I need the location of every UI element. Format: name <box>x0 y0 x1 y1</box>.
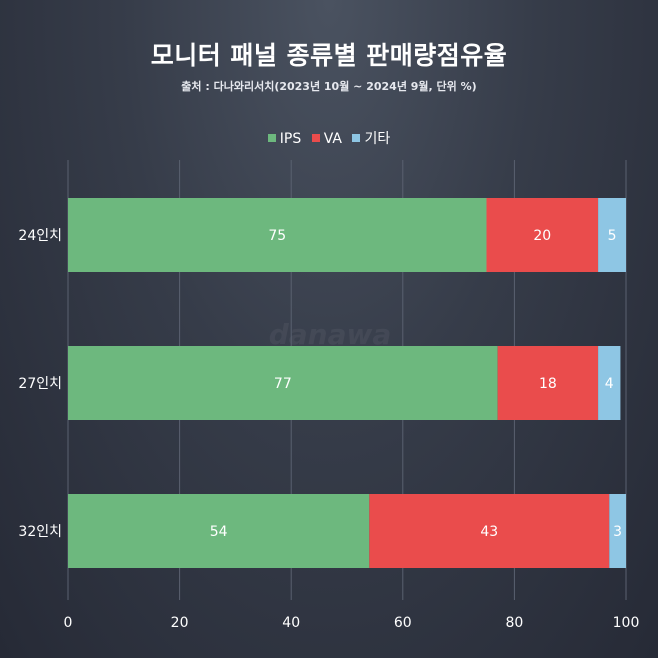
data-label: 43 <box>480 524 498 540</box>
y-category-label: 32인치 <box>18 524 62 540</box>
x-tick-label: 60 <box>394 615 412 631</box>
legend-item-ips: IPS <box>267 131 302 147</box>
data-label: 75 <box>268 228 286 244</box>
x-tick-label: 100 <box>613 615 640 631</box>
legend-swatch-ips <box>267 134 276 142</box>
x-tick-label: 40 <box>282 615 300 631</box>
bar-segment <box>369 494 610 568</box>
legend-item-va: VA <box>311 131 342 147</box>
legend-swatch-va <box>311 134 320 142</box>
bar-segment <box>497 346 599 420</box>
data-label: 20 <box>533 228 551 244</box>
bar-segment <box>609 494 626 568</box>
data-label: 54 <box>210 524 228 540</box>
data-label: 77 <box>274 376 292 392</box>
legend-swatch-other <box>352 134 361 142</box>
y-category-label: 24인치 <box>18 228 62 244</box>
bar-segment <box>486 198 599 272</box>
x-tick-label: 80 <box>505 615 523 631</box>
chart-subtitle: 출처 : 다나와리서치(2023년 10월 ~ 2024년 9월, 단위 %) <box>181 80 477 93</box>
data-label: 18 <box>539 376 557 392</box>
legend-label-va: VA <box>323 131 342 147</box>
chart-title: 모니터 패널 종류별 판매량점유율 <box>150 41 508 70</box>
bar-segment <box>68 198 487 272</box>
legend-item-other: 기타 <box>352 128 390 148</box>
bar-segment <box>598 198 626 272</box>
bar-segment <box>68 494 370 568</box>
x-tick-label: 20 <box>171 615 189 631</box>
chart-legend: IPS VA 기타 <box>0 128 658 148</box>
legend-label-other: 기타 <box>364 131 391 147</box>
legend-label-ips: IPS <box>279 131 302 147</box>
bar-segment <box>598 346 621 420</box>
data-label: 3 <box>613 524 622 540</box>
data-label: 4 <box>605 376 614 392</box>
y-category-label: 27인치 <box>18 376 62 392</box>
x-tick-label: 0 <box>64 615 73 631</box>
bar-segment <box>68 346 498 420</box>
data-label: 5 <box>608 228 617 244</box>
